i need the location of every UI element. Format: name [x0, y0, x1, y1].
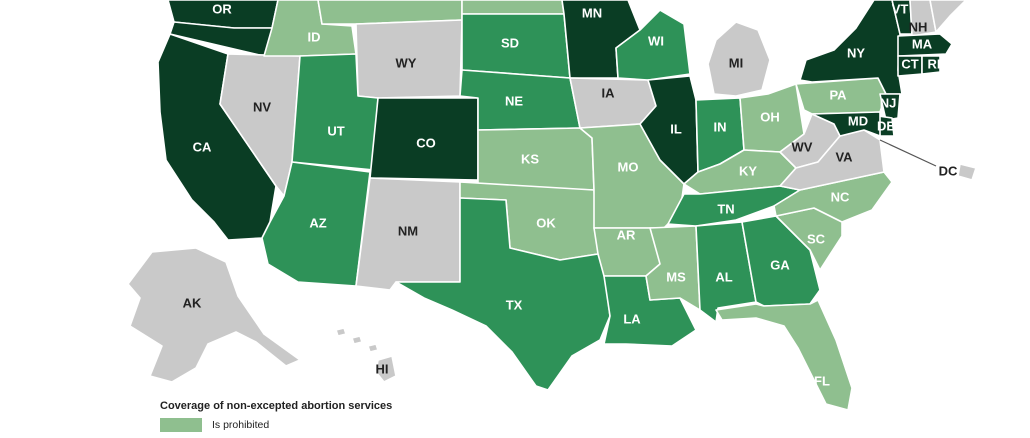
state-id[interactable]: [263, 0, 357, 57]
label-ut: UT: [327, 123, 344, 138]
label-vt: VT: [892, 1, 909, 16]
label-wy: WY: [396, 55, 417, 70]
label-md: MD: [848, 113, 868, 128]
label-tx: TX: [506, 297, 523, 312]
label-ca: CA: [193, 139, 212, 154]
label-dc: DC: [939, 163, 958, 178]
state-fl[interactable]: [715, 299, 853, 411]
state-tx[interactable]: [395, 197, 611, 391]
label-co: CO: [416, 135, 436, 150]
state-mi[interactable]: [707, 21, 771, 97]
dc-leader-line: [879, 139, 937, 167]
label-fl: FL: [814, 373, 830, 388]
label-ks: KS: [521, 151, 539, 166]
state-nj[interactable]: [879, 93, 901, 121]
label-de: DE: [877, 118, 895, 133]
state-nd[interactable]: [461, 0, 565, 15]
label-pa: PA: [829, 87, 847, 102]
state-md[interactable]: [811, 111, 881, 137]
labels-layer: OR CA NV ID WY UT AZ CO NM SD NE KS OK T…: [183, 1, 958, 388]
state-ma[interactable]: [897, 33, 953, 57]
label-ny: NY: [847, 45, 865, 60]
label-al: AL: [715, 269, 732, 284]
label-ia: IA: [602, 85, 616, 100]
label-in: IN: [714, 119, 727, 134]
label-ma: MA: [912, 36, 933, 51]
label-id: ID: [308, 29, 321, 44]
state-ri[interactable]: [921, 55, 941, 75]
label-il: IL: [670, 121, 682, 136]
label-ri: RI: [928, 56, 941, 71]
label-ga: GA: [770, 257, 790, 272]
label-ak: AK: [183, 295, 202, 310]
label-sc: SC: [807, 231, 826, 246]
label-hi: HI: [376, 361, 389, 376]
label-la: LA: [623, 311, 641, 326]
label-ne: NE: [505, 93, 523, 108]
label-wv: WV: [792, 139, 813, 154]
legend-label-prohibited: Is prohibited: [212, 419, 270, 431]
state-me[interactable]: [929, 0, 967, 33]
label-tn: TN: [717, 201, 734, 216]
label-ky: KY: [739, 163, 757, 178]
states-layer: [127, 0, 977, 411]
label-ok: OK: [536, 215, 556, 230]
label-mo: MO: [618, 159, 639, 174]
state-hi[interactable]: [335, 327, 397, 383]
state-wi[interactable]: [615, 9, 691, 81]
legend: Coverage of non-excepted abortion servic…: [160, 400, 392, 432]
label-mi: MI: [729, 55, 743, 70]
state-ak[interactable]: [127, 247, 301, 383]
label-nc: NC: [831, 189, 850, 204]
legend-item: Is prohibited: [160, 418, 392, 432]
state-dc[interactable]: [957, 163, 977, 181]
label-nj: NJ: [880, 95, 897, 110]
label-or: OR: [212, 1, 232, 16]
label-nh: NH: [909, 19, 928, 34]
legend-title: Coverage of non-excepted abortion servic…: [160, 400, 393, 412]
label-az: AZ: [309, 215, 326, 230]
label-va: VA: [835, 149, 853, 164]
label-sd: SD: [501, 35, 519, 50]
label-oh: OH: [760, 109, 780, 124]
label-ms: MS: [666, 269, 686, 284]
label-ar: AR: [617, 227, 636, 242]
label-nv: NV: [253, 99, 271, 114]
label-wi: WI: [648, 33, 664, 48]
legend-swatch-prohibited: [160, 418, 202, 432]
label-mn: MN: [582, 5, 602, 20]
label-nm: NM: [398, 223, 418, 238]
label-ct: CT: [901, 56, 918, 71]
